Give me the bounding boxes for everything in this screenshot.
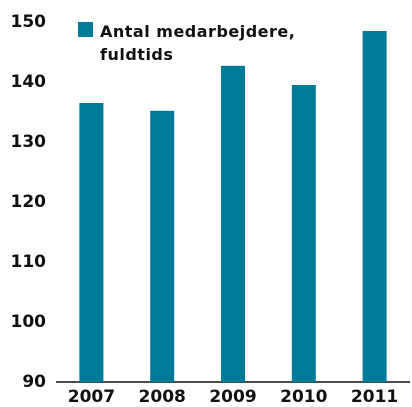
legend-label: Antal medarbejdere, fuldtids [100, 22, 296, 64]
x-tick-label: 2010 [280, 387, 327, 407]
y-tick-label: 90 [22, 372, 46, 392]
x-tick-label: 2009 [209, 387, 256, 407]
y-tick-label: 100 [11, 312, 47, 332]
legend-swatch [78, 22, 93, 37]
y-tick-label: 130 [11, 132, 47, 152]
y-tick-label: 120 [11, 192, 47, 212]
y-tick-label: 110 [11, 252, 47, 272]
legend: Antal medarbejdere, fuldtids [78, 20, 328, 66]
y-tick-label: 150 [11, 12, 47, 32]
x-tick-label: 2011 [351, 387, 398, 407]
x-tick-label: 2007 [68, 387, 115, 407]
x-tick-label: 2008 [139, 387, 186, 407]
bar [150, 110, 175, 383]
bar [79, 103, 104, 382]
bar [291, 85, 316, 382]
bar [221, 65, 245, 383]
bar [362, 31, 387, 382]
y-tick-label: 140 [11, 72, 47, 92]
